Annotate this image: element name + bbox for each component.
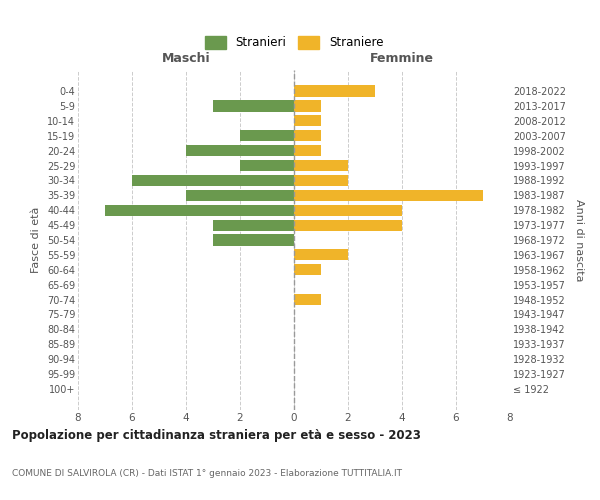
Bar [294, 250, 348, 260]
Bar [294, 115, 321, 126]
Text: Femmine: Femmine [370, 52, 434, 65]
Bar [294, 220, 402, 230]
Bar [240, 130, 294, 141]
Text: COMUNE DI SALVIROLA (CR) - Dati ISTAT 1° gennaio 2023 - Elaborazione TUTTITALIA.: COMUNE DI SALVIROLA (CR) - Dati ISTAT 1°… [12, 468, 402, 477]
Bar [294, 160, 348, 171]
Bar [213, 234, 294, 246]
Bar [294, 190, 483, 201]
Bar [132, 175, 294, 186]
Legend: Stranieri, Straniere: Stranieri, Straniere [200, 32, 388, 54]
Bar [213, 220, 294, 230]
Y-axis label: Fasce di età: Fasce di età [31, 207, 41, 273]
Bar [294, 294, 321, 305]
Bar [294, 175, 348, 186]
Bar [294, 204, 402, 216]
Bar [240, 160, 294, 171]
Bar [294, 86, 375, 96]
Y-axis label: Anni di nascita: Anni di nascita [574, 198, 584, 281]
Text: Popolazione per cittadinanza straniera per età e sesso - 2023: Popolazione per cittadinanza straniera p… [12, 430, 421, 442]
Bar [294, 264, 321, 276]
Bar [294, 145, 321, 156]
Bar [105, 204, 294, 216]
Bar [294, 100, 321, 112]
Bar [186, 145, 294, 156]
Bar [186, 190, 294, 201]
Bar [294, 130, 321, 141]
Bar [213, 100, 294, 112]
Text: Maschi: Maschi [161, 52, 211, 65]
